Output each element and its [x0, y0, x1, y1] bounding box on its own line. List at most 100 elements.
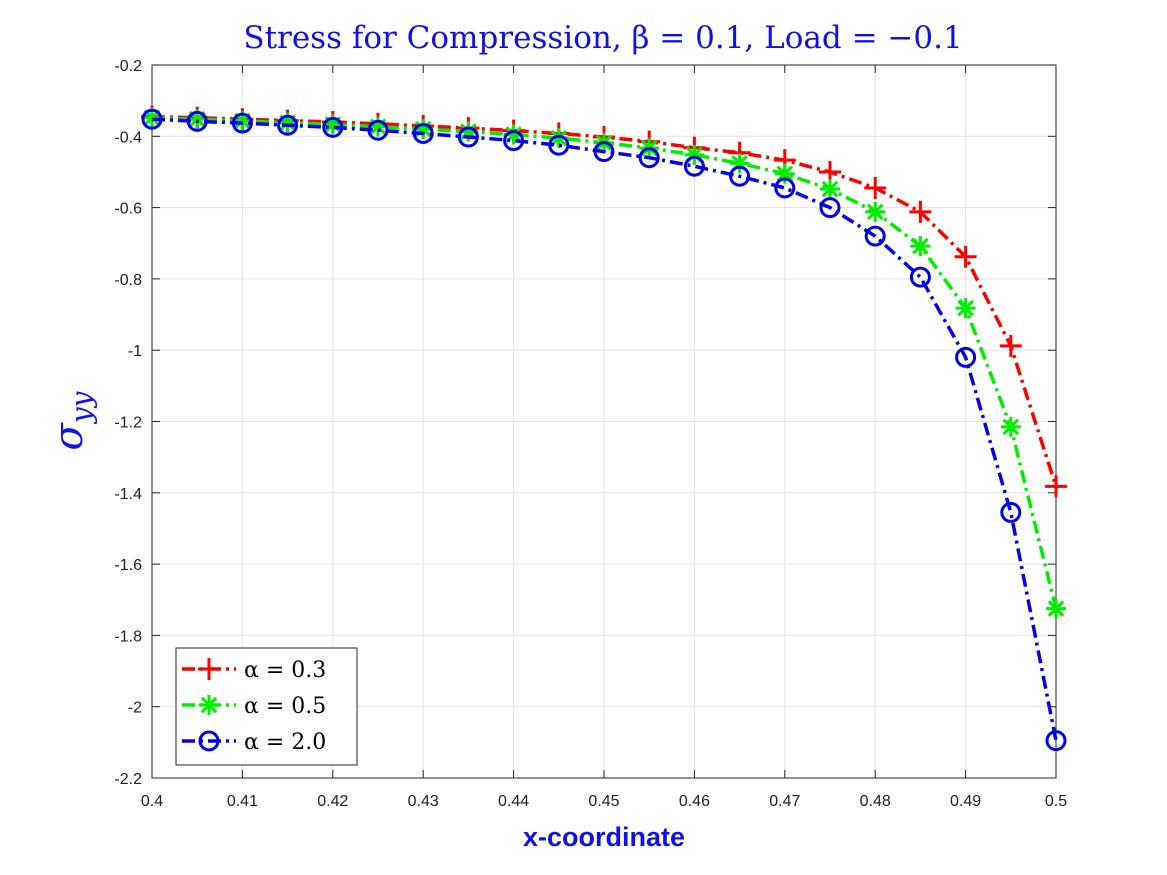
- asterisk-marker-d2: [866, 203, 884, 221]
- data-point: [277, 114, 299, 136]
- data-point: [729, 165, 751, 187]
- legend-item: α = 0.3: [182, 658, 326, 683]
- legend-label: α = 0.3: [244, 658, 326, 683]
- x-tick-label: 0.41: [227, 793, 258, 810]
- data-point: [864, 176, 887, 199]
- data-point: [367, 119, 389, 141]
- data-point: [864, 225, 886, 247]
- data-point: [910, 236, 931, 257]
- x-tick-label: 0.46: [679, 793, 710, 810]
- circle-marker: [367, 119, 389, 141]
- circle-marker: [277, 114, 299, 136]
- circle-marker: [322, 116, 344, 138]
- x-tick-label: 0.47: [769, 793, 800, 810]
- data-point: [1045, 475, 1067, 498]
- x-axis-label: x-coordinate: [523, 822, 685, 852]
- series-layer: [141, 105, 1067, 752]
- asterisk-marker-d2: [1002, 418, 1020, 436]
- data-point: [412, 122, 434, 144]
- y-tick-label: -1.4: [114, 486, 142, 503]
- circle-marker: [141, 108, 163, 130]
- data-point: [1045, 730, 1067, 752]
- circle-marker: [231, 112, 253, 134]
- data-point: [548, 134, 570, 156]
- y-tick-label: -0.8: [114, 272, 142, 289]
- circle-marker: [198, 730, 220, 752]
- data-point: [186, 110, 208, 132]
- y-tick-label: -1: [128, 343, 142, 360]
- ticks: 0.4 0.41 0.42 0.43 0.44 0.45 0.46 0.47 0.48 0.49 0…: [114, 58, 1067, 810]
- x-tick-label: 0.4: [141, 793, 163, 810]
- circle-marker: [864, 225, 886, 247]
- data-point: [999, 334, 1022, 357]
- data-point: [909, 200, 932, 223]
- asterisk-marker-d2: [912, 237, 929, 255]
- asterisk-marker-d2: [200, 696, 218, 714]
- circle-marker: [548, 134, 570, 156]
- legend-item: α = 2.0: [182, 730, 326, 755]
- y-tick-label: -0.2: [114, 58, 142, 75]
- data-point: [231, 112, 253, 134]
- asterisk-marker-d2: [550, 129, 568, 147]
- data-point: [1000, 416, 1021, 437]
- x-tick-label: 0.49: [950, 793, 981, 810]
- x-tick-label: 0.5: [1045, 793, 1067, 810]
- y-tick-label: -1.6: [114, 557, 142, 574]
- x-tick-label: 0.43: [408, 793, 439, 810]
- x-tick-label: 0.42: [317, 793, 348, 810]
- circle-marker: [955, 346, 977, 368]
- data-point: [1000, 501, 1022, 523]
- data-point: [322, 116, 344, 138]
- y-tick-label: -2: [128, 700, 142, 717]
- data-point: [198, 730, 220, 752]
- asterisk-marker-d2: [957, 299, 974, 317]
- y-tick-label: -0.6: [114, 201, 142, 218]
- data-point: [820, 179, 840, 200]
- circle-marker: [774, 177, 796, 199]
- series-line: [151, 117, 1058, 741]
- circle-marker: [593, 141, 615, 163]
- circle-marker: [186, 110, 208, 132]
- y-axis-label-subscript: yy: [65, 390, 98, 425]
- data-point: [457, 126, 479, 148]
- data-point: [198, 658, 220, 680]
- circle-marker: [1045, 730, 1067, 752]
- data-point: [909, 266, 931, 288]
- legend-label: α = 0.5: [244, 694, 326, 719]
- circle-marker: [683, 155, 705, 177]
- y-tick-label: -2.2: [114, 771, 142, 788]
- y-tick-label: -1.2: [114, 415, 142, 432]
- legend: α = 0.3 α = 0.5 α = 2.0: [175, 647, 358, 766]
- asterisk-marker-d2: [776, 165, 794, 182]
- data-point: [638, 147, 660, 169]
- circle-marker: [638, 147, 660, 169]
- data-point: [774, 177, 796, 199]
- data-point: [865, 201, 886, 222]
- x-tick-label: 0.48: [860, 793, 891, 810]
- circle-marker: [412, 122, 434, 144]
- asterisk-marker-d2: [1047, 600, 1065, 617]
- data-point: [141, 108, 163, 130]
- asterisk-marker-d2: [821, 180, 839, 198]
- chart-title: Stress for Compression, β = 0.1, Load = …: [243, 20, 962, 56]
- data-point: [1046, 598, 1066, 619]
- circle-marker: [909, 266, 931, 288]
- data-point: [774, 163, 795, 184]
- legend-label: α = 2.0: [244, 730, 326, 755]
- x-tick-label: 0.45: [588, 793, 619, 810]
- circle-marker: [729, 165, 751, 187]
- data-point: [683, 155, 705, 177]
- data-point: [819, 197, 841, 219]
- data-point: [954, 245, 977, 268]
- circle-marker: [503, 130, 525, 152]
- series-3: [141, 108, 1067, 752]
- y-tick-label: -0.4: [114, 129, 142, 146]
- data-point: [199, 695, 219, 715]
- legend-item: α = 0.5: [182, 694, 326, 719]
- data-point: [955, 346, 977, 368]
- data-point: [593, 141, 615, 163]
- y-tick-label: -1.8: [114, 628, 142, 645]
- circle-marker: [1000, 501, 1022, 523]
- data-point: [955, 298, 976, 319]
